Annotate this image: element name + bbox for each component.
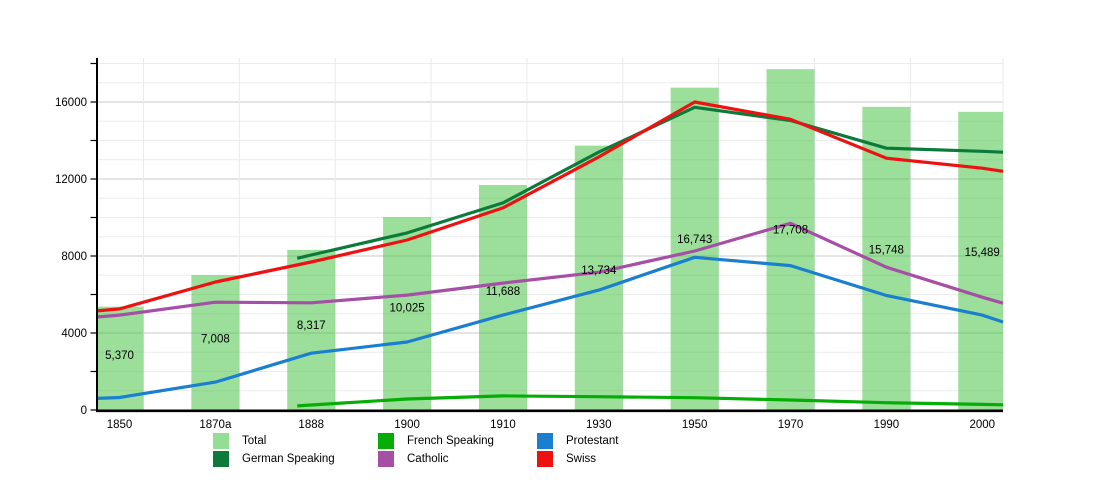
total-bar bbox=[574, 145, 623, 411]
y-axis-label: 8000 bbox=[61, 251, 87, 263]
total-bar bbox=[383, 217, 432, 410]
total-bar bbox=[958, 111, 1003, 411]
x-axis-label: 1870a bbox=[199, 419, 232, 431]
legend-label: Catholic bbox=[407, 453, 449, 465]
series-line-swiss bbox=[96, 100, 1004, 313]
x-axis-label: 1990 bbox=[874, 419, 900, 431]
x-axis-label: 1850 bbox=[107, 419, 133, 431]
bar-value-label: 7,008 bbox=[201, 334, 230, 346]
legend-item-swiss: Swiss bbox=[537, 451, 596, 467]
bar-value-label: 13,734 bbox=[581, 265, 617, 277]
bar-value-label: 10,025 bbox=[389, 303, 424, 315]
x-axis-label: 1930 bbox=[586, 419, 612, 431]
legend-label: Total bbox=[242, 435, 267, 447]
y-axis-label: 12000 bbox=[55, 174, 87, 186]
legend-label: Swiss bbox=[566, 453, 597, 465]
bar-value-label: 15,489 bbox=[965, 247, 1000, 259]
y-axis-label: 16000 bbox=[55, 97, 87, 109]
x-axis-label: 1888 bbox=[298, 419, 324, 431]
legend-swatch bbox=[213, 451, 229, 467]
legend-item-catholic: Catholic bbox=[378, 451, 449, 467]
total-bar bbox=[670, 87, 719, 410]
legend-label: German Speaking bbox=[242, 453, 335, 465]
bar-value-label: 15,748 bbox=[869, 244, 904, 256]
legend-swatch bbox=[537, 451, 553, 467]
legend-item-protestant: Protestant bbox=[537, 433, 618, 449]
bar-value-label: 5,370 bbox=[105, 350, 134, 362]
total-bar bbox=[478, 185, 527, 410]
series-line-catholic bbox=[96, 221, 1004, 319]
bar-value-label: 17,708 bbox=[773, 224, 808, 236]
legend-item-total: Total bbox=[213, 433, 266, 449]
x-axis-label: 1910 bbox=[490, 419, 516, 431]
legend-label: Protestant bbox=[566, 435, 619, 447]
legend-label: French Speaking bbox=[407, 435, 494, 447]
bar-value-label: 16,743 bbox=[677, 234, 712, 246]
legend-swatch bbox=[378, 433, 394, 449]
legend-item-german-speaking: German Speaking bbox=[213, 451, 335, 467]
chart-legend: Total German Speaking French Speaking Catho… bbox=[0, 0, 1100, 467]
series-line-french-speaking bbox=[297, 394, 1004, 408]
x-axis-label: 1900 bbox=[394, 419, 420, 431]
bar-value-label: 11,688 bbox=[486, 286, 520, 298]
x-axis-label: 2000 bbox=[969, 419, 995, 431]
legend-swatch bbox=[213, 433, 229, 449]
y-axis-label: 0 bbox=[81, 405, 87, 417]
legend-item-french-speaking: French Speaking bbox=[378, 433, 494, 449]
total-bar bbox=[191, 275, 240, 410]
total-bar bbox=[97, 306, 144, 410]
series-line-protestant bbox=[96, 255, 1004, 400]
x-axis-label: 1970 bbox=[778, 419, 804, 431]
x-axis-label: 1950 bbox=[682, 419, 708, 431]
legend-swatch bbox=[378, 451, 394, 467]
total-bar bbox=[287, 249, 336, 410]
legend-swatch bbox=[537, 433, 553, 449]
bar-value-label: 8,317 bbox=[297, 320, 326, 332]
y-axis-label: 4000 bbox=[61, 328, 87, 340]
